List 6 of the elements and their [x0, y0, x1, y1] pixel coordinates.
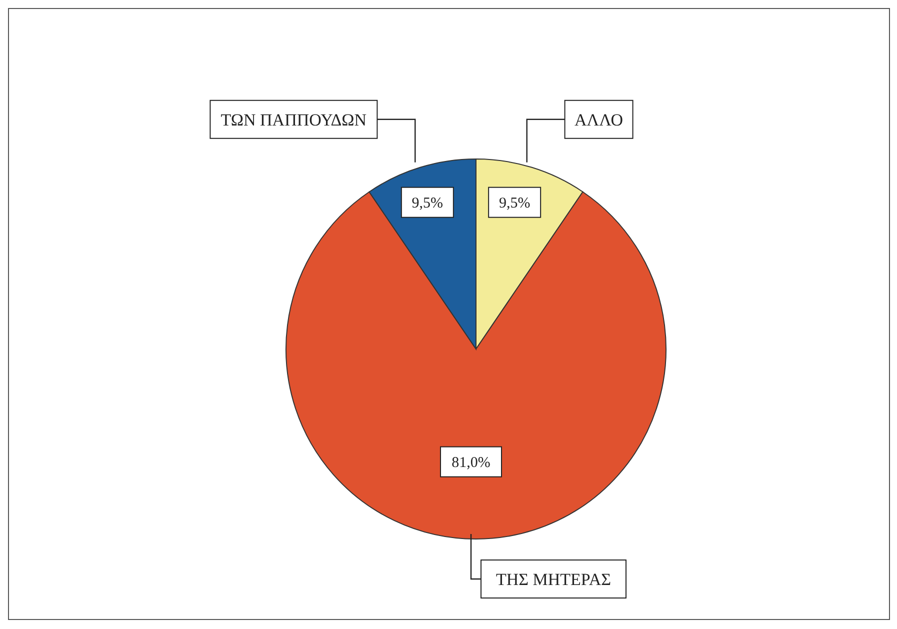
data-label: 9,5%	[412, 195, 444, 212]
data-label: 81,0%	[452, 454, 490, 471]
slice-label: ΑΛΛΟ	[574, 110, 624, 130]
slice-label: ΤΩΝ ΠΑΠΠΟΥΔΩΝ	[220, 110, 367, 130]
slice-label: ΤΗΣ ΜΗΤΕΡΑΣ	[496, 570, 612, 589]
data-label: 9,5%	[498, 195, 530, 212]
